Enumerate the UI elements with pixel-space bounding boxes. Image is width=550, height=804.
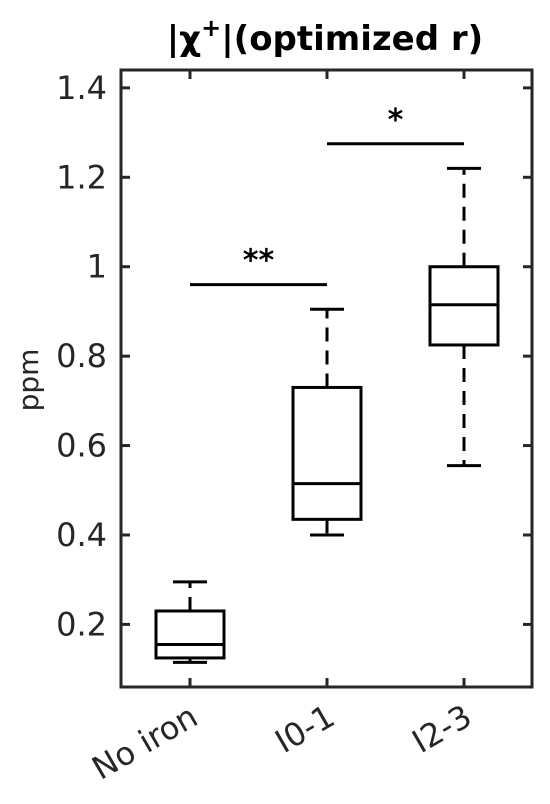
box-body	[154, 609, 226, 660]
chart-title: |χ+|(optimized r)	[167, 14, 483, 59]
x-tick-label: I2-3	[406, 697, 478, 761]
y-tick-label: 0.4	[56, 516, 107, 554]
box-1	[154, 580, 226, 664]
y-tick-label: 0.8	[56, 337, 107, 375]
title-prefix: |χ	[167, 19, 201, 59]
plot-area: ***	[154, 103, 500, 664]
box-body	[291, 385, 363, 521]
y-tick-label: 1.2	[56, 158, 107, 196]
y-tick-label: 1.4	[56, 69, 107, 107]
title-suffix: |(optimized r)	[221, 19, 483, 59]
title-superscript: +	[201, 14, 221, 42]
y-tick-label: 0.6	[56, 427, 107, 465]
significance-label-2: *	[388, 103, 404, 138]
significance-label-1: **	[243, 244, 275, 279]
y-tick-label: 0.2	[56, 605, 107, 643]
x-tick-label: No iron	[86, 697, 204, 787]
y-tick-label: 1	[87, 248, 107, 286]
x-tick-label: I0-1	[269, 697, 341, 761]
box-2	[291, 307, 363, 537]
y-axis-label: ppm	[12, 349, 45, 412]
box-3	[428, 166, 500, 468]
